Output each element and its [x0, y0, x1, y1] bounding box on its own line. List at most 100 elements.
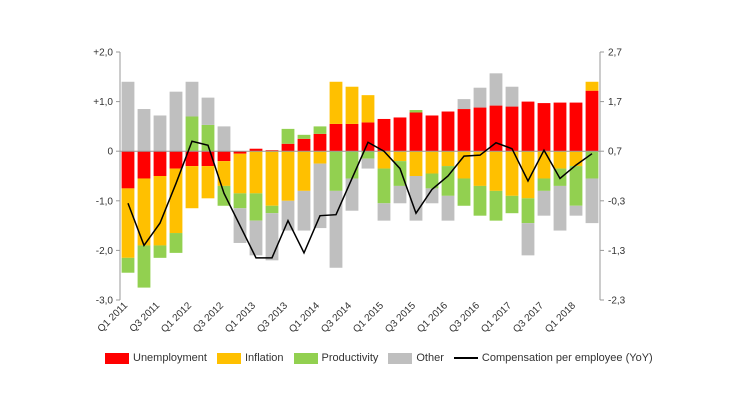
bar-inflation-12 — [313, 151, 327, 164]
bar-other-10 — [281, 200, 295, 231]
bar-productivity-8 — [249, 193, 263, 221]
bar-other-15 — [361, 158, 375, 169]
bar-unemployment-10 — [281, 143, 295, 152]
bar-productivity-18 — [409, 110, 423, 113]
bar-unemployment-13 — [329, 123, 343, 152]
bar-other-29 — [585, 178, 599, 224]
bar-inflation-20 — [441, 151, 455, 167]
bar-productivity-21 — [457, 178, 471, 206]
bar-productivity-7 — [233, 193, 247, 209]
bar-productivity-25 — [521, 198, 535, 224]
bar-productivity-22 — [473, 185, 487, 216]
bar-inflation-22 — [473, 151, 487, 186]
bar-other-8 — [249, 220, 263, 256]
x-tick-label: Q1 2018 — [543, 300, 578, 335]
bar-productivity-0 — [121, 257, 135, 273]
bar-unemployment-18 — [409, 112, 423, 152]
bar-productivity-28 — [569, 166, 583, 206]
bar-unemployment-23 — [489, 105, 503, 152]
bar-unemployment-0 — [121, 151, 135, 189]
bar-productivity-29 — [585, 151, 599, 179]
bar-other-0 — [121, 81, 135, 152]
bar-inflation-23 — [489, 151, 503, 191]
bar-other-11 — [297, 190, 311, 231]
bar-inflation-9 — [265, 151, 279, 206]
bar-other-20 — [441, 195, 455, 221]
x-tick-label: Q3 2016 — [447, 300, 482, 335]
bar-unemployment-20 — [441, 111, 455, 152]
legend-item-other: Other — [388, 352, 444, 364]
bar-inflation-27 — [553, 151, 567, 169]
bar-inflation-24 — [505, 151, 519, 196]
bar-inflation-5 — [201, 166, 215, 199]
legend-label: Productivity — [321, 352, 379, 364]
bar-other-4 — [185, 81, 199, 117]
x-tick-label: Q1 2014 — [287, 300, 322, 335]
bar-inflation-13 — [329, 81, 343, 124]
bar-unemployment-8 — [249, 148, 263, 152]
y-tick-label: -2,0 — [96, 246, 114, 257]
y-tick-label: -3,0 — [96, 296, 114, 307]
y2-tick-label: -2,3 — [608, 296, 626, 307]
legend-swatch — [105, 352, 129, 364]
bar-unemployment-7 — [233, 151, 247, 154]
bar-unemployment-14 — [345, 123, 359, 152]
bar-inflation-19 — [425, 151, 439, 174]
legend-item-unemployment: Unemployment — [105, 352, 207, 364]
legend-label: Other — [416, 352, 444, 364]
bar-unemployment-29 — [585, 90, 599, 152]
bar-other-6 — [217, 126, 231, 152]
bar-other-19 — [425, 188, 439, 204]
bar-inflation-1 — [137, 178, 151, 246]
bar-inflation-0 — [121, 188, 135, 258]
x-tick-label: Q3 2017 — [511, 300, 546, 335]
bar-productivity-12 — [313, 126, 327, 134]
bar-unemployment-2 — [153, 151, 167, 176]
bar-other-5 — [201, 97, 215, 125]
legend-label: Inflation — [244, 352, 284, 364]
bar-inflation-3 — [169, 168, 183, 234]
bar-inflation-11 — [297, 151, 311, 191]
bar-unemployment-4 — [185, 151, 199, 167]
bar-unemployment-17 — [393, 117, 407, 152]
y2-tick-label: -0,3 — [608, 196, 626, 207]
x-tick-label: Q1 2015 — [351, 300, 386, 335]
bar-productivity-11 — [297, 134, 311, 139]
x-tick-label: Q3 2011 — [128, 300, 163, 335]
bar-other-21 — [457, 99, 471, 110]
bar-productivity-9 — [265, 205, 279, 214]
bar-other-12 — [313, 163, 327, 229]
bar-productivity-4 — [185, 116, 199, 152]
bar-unemployment-15 — [361, 122, 375, 152]
bar-inflation-28 — [569, 151, 583, 167]
bar-inflation-4 — [185, 166, 199, 209]
bar-productivity-17 — [393, 161, 407, 186]
legend-label: Compensation per employee (YoY) — [481, 352, 653, 364]
bar-unemployment-1 — [137, 151, 151, 179]
bar-other-9 — [265, 213, 279, 261]
bar-productivity-2 — [153, 245, 167, 258]
x-tick-label: Q3 2013 — [255, 300, 290, 335]
bar-inflation-17 — [393, 151, 407, 162]
bar-productivity-16 — [377, 168, 391, 204]
bar-other-1 — [137, 109, 151, 152]
bar-productivity-3 — [169, 233, 183, 253]
legend-swatch — [388, 352, 413, 364]
bar-unemployment-21 — [457, 109, 471, 152]
y2-tick-label: 2,7 — [608, 48, 622, 59]
bar-inflation-14 — [345, 86, 359, 124]
legend-swatch — [216, 352, 241, 364]
bar-other-25 — [521, 223, 535, 256]
legend-item-productivity: Productivity — [293, 352, 379, 364]
chart-plot: +2,0 +1,0 0 -1,0 -2,0 -3,0 2,7 1,7 0,7 -0,3 -1,3 -2… — [93, 48, 626, 336]
legend-label: Unemployment — [133, 352, 207, 364]
bar-productivity-10 — [281, 128, 295, 144]
bar-unemployment-19 — [425, 115, 439, 152]
bar-unemployment-11 — [297, 138, 311, 152]
legend-swatch — [453, 357, 478, 359]
bar-productivity-19 — [425, 173, 439, 189]
legend-item-compensation-per-employee-yoy-: Compensation per employee (YoY) — [453, 352, 653, 364]
bar-unemployment-24 — [505, 106, 519, 152]
x-tick-label: Q1 2012 — [159, 300, 194, 335]
